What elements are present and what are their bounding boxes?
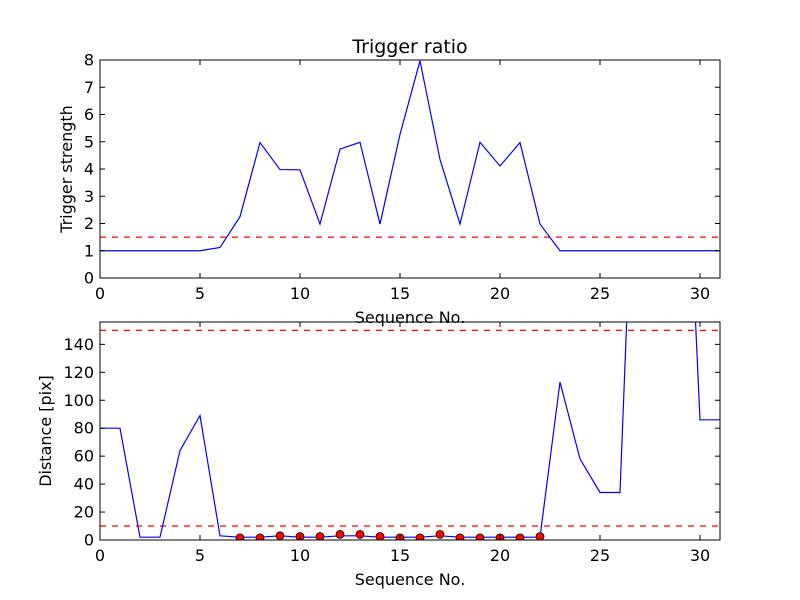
chart-2: 0 5 10 15 20 25 30 0 20 40 60 80 100 120 140 Sequence N… <box>36 321 721 589</box>
y-tick-label: 1 <box>84 241 94 260</box>
x-tick-label: 5 <box>195 546 205 565</box>
y-tick-label: 0 <box>84 269 94 288</box>
data-point <box>475 533 485 540</box>
x-tick-label: 0 <box>95 284 105 303</box>
data-point <box>415 533 425 540</box>
x-tick-label: 25 <box>590 546 610 565</box>
series-line-1 <box>100 60 720 252</box>
plot-area <box>100 60 720 252</box>
x-tick-label: 10 <box>290 546 310 565</box>
plot-area <box>100 322 720 540</box>
data-point <box>315 532 325 540</box>
x-tick-label: 30 <box>690 284 710 303</box>
x-tick-label: 0 <box>95 546 105 565</box>
y-tick-label: 4 <box>84 160 94 179</box>
data-point <box>515 533 525 540</box>
y-tick-label: 0 <box>84 531 94 550</box>
x-tick-label: 20 <box>490 546 510 565</box>
x-tick-label: 25 <box>590 284 610 303</box>
y-axis-label: Trigger strength <box>57 105 76 234</box>
y-tick-label: 120 <box>63 363 94 382</box>
x-tick-label: 20 <box>490 284 510 303</box>
y-tick-label: 20 <box>74 503 94 522</box>
chart-title: Trigger ratio <box>351 36 467 58</box>
x-tick-label: 15 <box>390 284 410 303</box>
data-point <box>335 530 345 539</box>
x-tick-label: 15 <box>390 546 410 565</box>
data-point <box>455 533 465 540</box>
data-point <box>355 530 365 539</box>
y-tick-label: 140 <box>63 335 94 354</box>
y-tick-label: 5 <box>84 132 94 151</box>
data-point <box>375 532 385 540</box>
x-tick-label: 5 <box>195 284 205 303</box>
x-axis-label: Sequence No. <box>355 570 466 589</box>
data-point <box>255 533 265 540</box>
charts: 0 5 10 15 20 25 30 0 1 2 3 4 5 6 7 8 Trigger ratio Sequen… <box>36 36 721 589</box>
data-point <box>535 532 545 540</box>
x-tick-label: 10 <box>290 284 310 303</box>
y-tick-label: 60 <box>74 447 94 466</box>
y-axis-label: Distance [pix] <box>36 375 55 487</box>
y-tick-label: 2 <box>84 214 94 233</box>
y-tick-label: 8 <box>84 51 94 70</box>
data-point <box>235 533 245 540</box>
y-tick-label: 3 <box>84 187 94 206</box>
chart-1: 0 5 10 15 20 25 30 0 1 2 3 4 5 6 7 8 Trigger ratio Sequen… <box>57 36 721 327</box>
data-point <box>435 530 445 539</box>
plot-frame <box>99 321 721 541</box>
y-tick-label: 80 <box>74 419 94 438</box>
x-tick-label: 30 <box>690 546 710 565</box>
series-line-1 <box>100 322 720 538</box>
y-tick-label: 6 <box>84 105 94 124</box>
data-point <box>275 531 285 540</box>
x-axis-label: Sequence No. <box>355 308 466 327</box>
y-tick-label: 7 <box>84 78 94 97</box>
y-tick-label: 100 <box>63 391 94 410</box>
y-tick-label: 40 <box>74 475 94 494</box>
